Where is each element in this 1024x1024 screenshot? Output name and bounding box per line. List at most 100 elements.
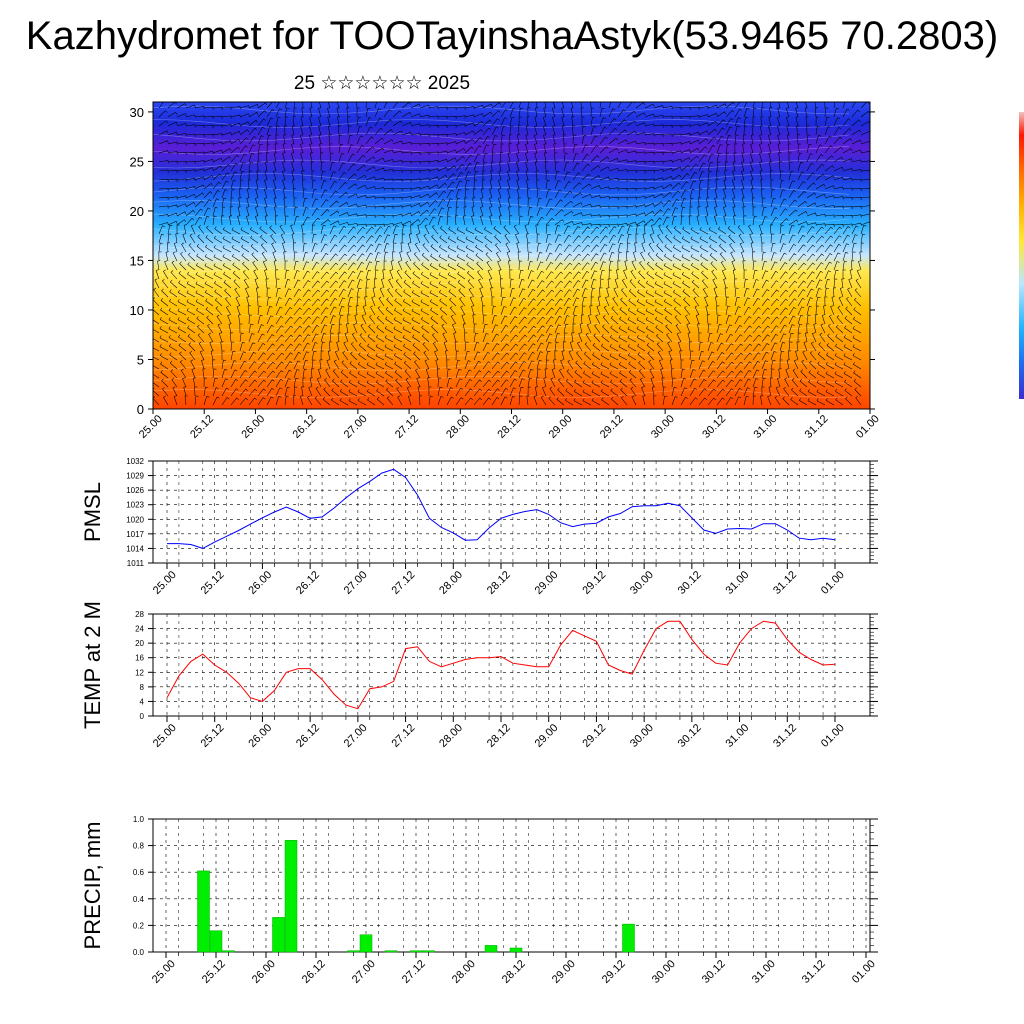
wind-barb <box>518 297 527 307</box>
wind-barb <box>446 215 451 226</box>
wind-barb <box>662 200 672 208</box>
wind-barb <box>420 281 430 289</box>
wind-barb <box>509 325 518 334</box>
wind-barb <box>446 116 457 120</box>
wind-barb <box>438 289 448 298</box>
wind-barb <box>302 270 310 280</box>
wind-barb <box>432 333 439 343</box>
wind-barb <box>284 386 290 397</box>
wind-barb <box>779 280 788 289</box>
wind-barb <box>689 378 697 388</box>
wind-barb <box>575 360 583 370</box>
wind-barb <box>356 102 358 109</box>
wind-barb <box>806 202 817 208</box>
wind-barb <box>356 287 362 298</box>
wind-barb <box>367 343 376 352</box>
wind-barb <box>646 342 655 352</box>
wind-barb <box>302 289 311 298</box>
wind-barb <box>743 288 750 298</box>
wind-barb <box>860 233 866 244</box>
wind-barb <box>706 197 710 208</box>
wind-barb <box>609 353 619 361</box>
wind-barb <box>851 129 862 136</box>
wind-barb <box>257 324 264 334</box>
wind-barb <box>860 221 870 226</box>
wind-barb <box>815 235 825 244</box>
wind-barb <box>760 395 764 406</box>
wind-barb <box>608 243 616 253</box>
wind-barb <box>779 224 784 235</box>
wind-barb <box>402 317 412 325</box>
wind-barb <box>392 233 398 244</box>
wind-barb <box>734 352 744 361</box>
wind-barb <box>264 206 268 217</box>
wind-barb <box>428 184 439 190</box>
wind-barb <box>614 278 619 289</box>
wind-barb <box>824 135 832 145</box>
wind-barb <box>797 244 806 253</box>
wind-barb <box>402 335 412 343</box>
wind-barb <box>178 271 187 280</box>
wind-barb <box>194 184 205 190</box>
x-tick-label: 29.12 <box>600 958 628 986</box>
wind-barb <box>825 371 835 379</box>
wind-barb <box>826 343 835 352</box>
wind-barb <box>743 395 749 406</box>
wind-barb <box>293 260 299 271</box>
wind-barb <box>473 145 482 154</box>
wind-barb <box>338 125 342 136</box>
wind-barb <box>626 120 637 127</box>
wind-barb <box>590 155 600 163</box>
contour-line <box>153 227 850 236</box>
wind-barb <box>365 252 373 262</box>
wind-barb <box>203 167 214 172</box>
wind-barb <box>843 362 853 370</box>
wind-barb <box>591 398 601 406</box>
wind-barb <box>590 270 598 280</box>
wind-barb <box>824 278 831 289</box>
wind-barb <box>266 388 275 397</box>
wind-barb <box>770 252 777 262</box>
wind-barb <box>527 351 535 361</box>
wind-barb <box>257 370 267 379</box>
wind-barb <box>429 290 439 298</box>
wind-barb <box>809 351 817 361</box>
wind-barb <box>661 377 665 388</box>
wind-barb <box>338 226 347 235</box>
wind-barb <box>802 350 808 361</box>
wind-barb <box>239 323 243 334</box>
wind-barb <box>662 134 673 138</box>
wind-barb <box>787 143 791 154</box>
wind-barb <box>788 189 797 199</box>
wind-barb <box>248 397 257 406</box>
wind-barb <box>358 352 367 361</box>
wind-barb <box>338 153 345 163</box>
wind-barb <box>239 153 247 163</box>
wind-barb <box>835 397 844 406</box>
wind-barb <box>284 107 290 118</box>
wind-barb <box>437 116 448 120</box>
wind-barb <box>428 168 439 172</box>
wind-barb <box>257 352 266 361</box>
wind-barb <box>779 271 788 280</box>
wind-barb <box>453 332 457 343</box>
wind-barb <box>266 343 275 352</box>
wind-barb <box>471 305 475 316</box>
wind-barb <box>579 323 583 334</box>
wind-barb <box>536 298 545 307</box>
wind-barb <box>275 215 279 226</box>
wind-barb <box>374 102 377 109</box>
wind-barb <box>759 161 763 172</box>
wind-barb <box>779 170 784 181</box>
wind-barb <box>833 166 844 172</box>
wind-barb <box>571 332 575 343</box>
wind-barb <box>266 109 275 118</box>
wind-barb <box>383 206 394 210</box>
wind-barb <box>554 324 562 334</box>
wind-barb <box>167 131 178 136</box>
x-tick-label: 31.12 <box>771 722 799 750</box>
wind-barb <box>588 314 592 325</box>
wind-barb <box>242 270 250 280</box>
wind-barb <box>584 342 592 352</box>
wind-barb <box>637 289 646 298</box>
